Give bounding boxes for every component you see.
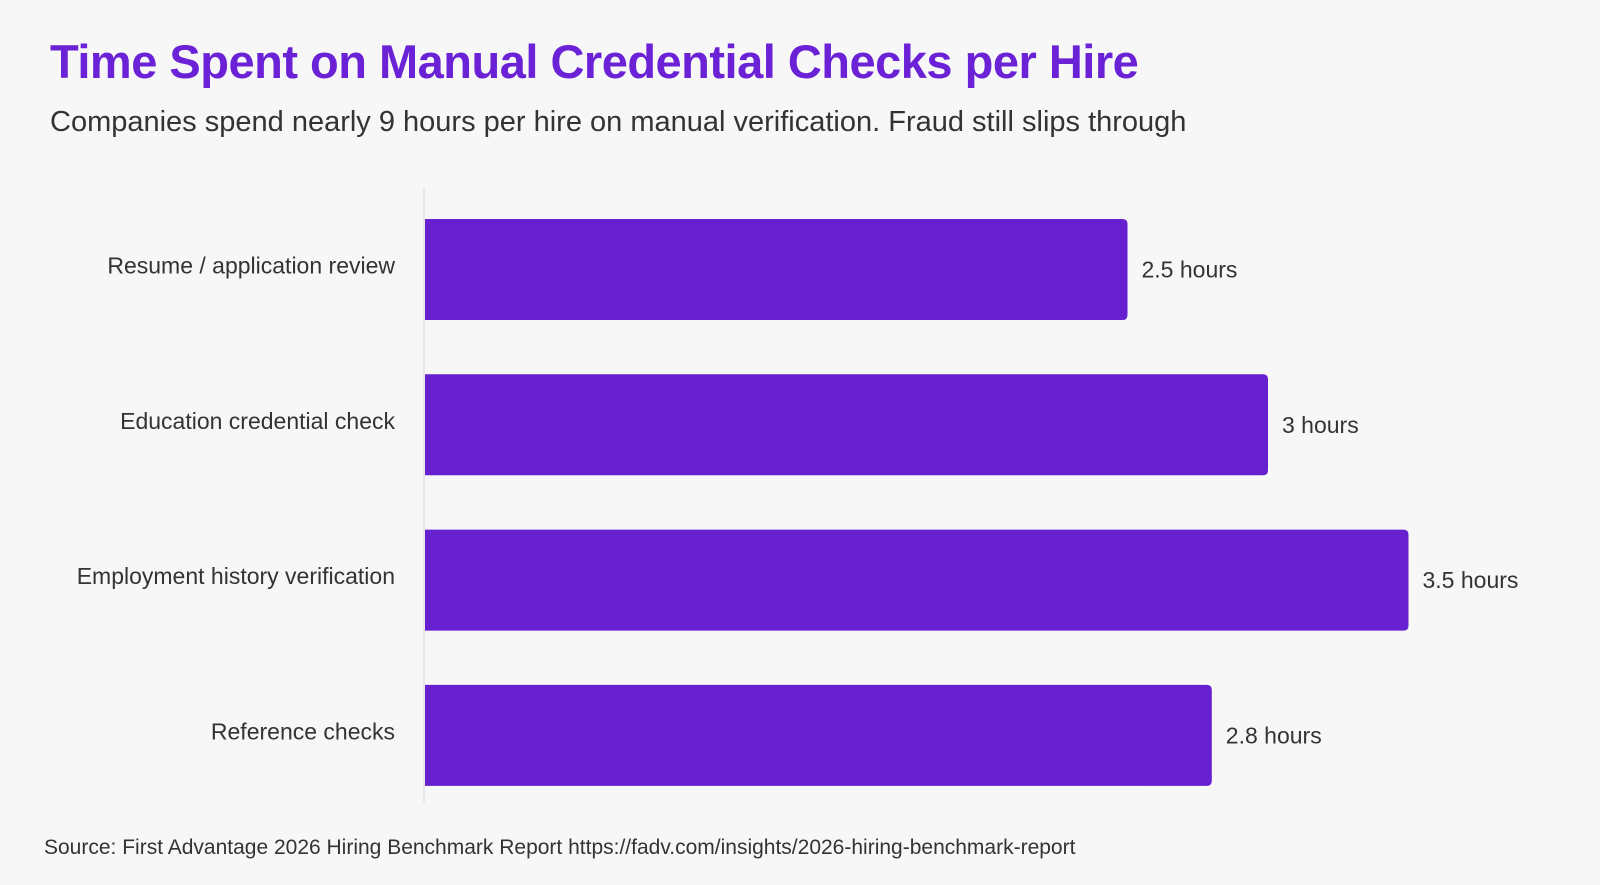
bar xyxy=(425,684,1212,786)
category-labels: Resume / application review Education cre… xyxy=(77,253,396,745)
chart-subtitle: Companies spend nearly 9 hours per hire … xyxy=(50,106,1187,138)
category-label: Resume / application review xyxy=(107,253,395,279)
value-labels: 2.5 hours 3 hours 3.5 hours 2.8 hours xyxy=(1142,257,1519,749)
bar xyxy=(425,374,1268,476)
value-label: 3.5 hours xyxy=(1423,567,1519,593)
value-label: 2.8 hours xyxy=(1226,722,1322,748)
bar xyxy=(425,219,1128,320)
chart-title: Time Spent on Manual Credential Checks p… xyxy=(50,35,1139,88)
bar xyxy=(425,529,1409,631)
category-label: Employment history verification xyxy=(77,563,395,589)
source-note: Source: First Advantage 2026 Hiring Benc… xyxy=(44,836,1076,859)
value-label: 3 hours xyxy=(1282,412,1359,438)
category-label: Reference checks xyxy=(211,718,395,744)
value-label: 2.5 hours xyxy=(1142,257,1238,283)
bars-group xyxy=(425,219,1409,786)
category-label: Education credential check xyxy=(120,408,395,434)
